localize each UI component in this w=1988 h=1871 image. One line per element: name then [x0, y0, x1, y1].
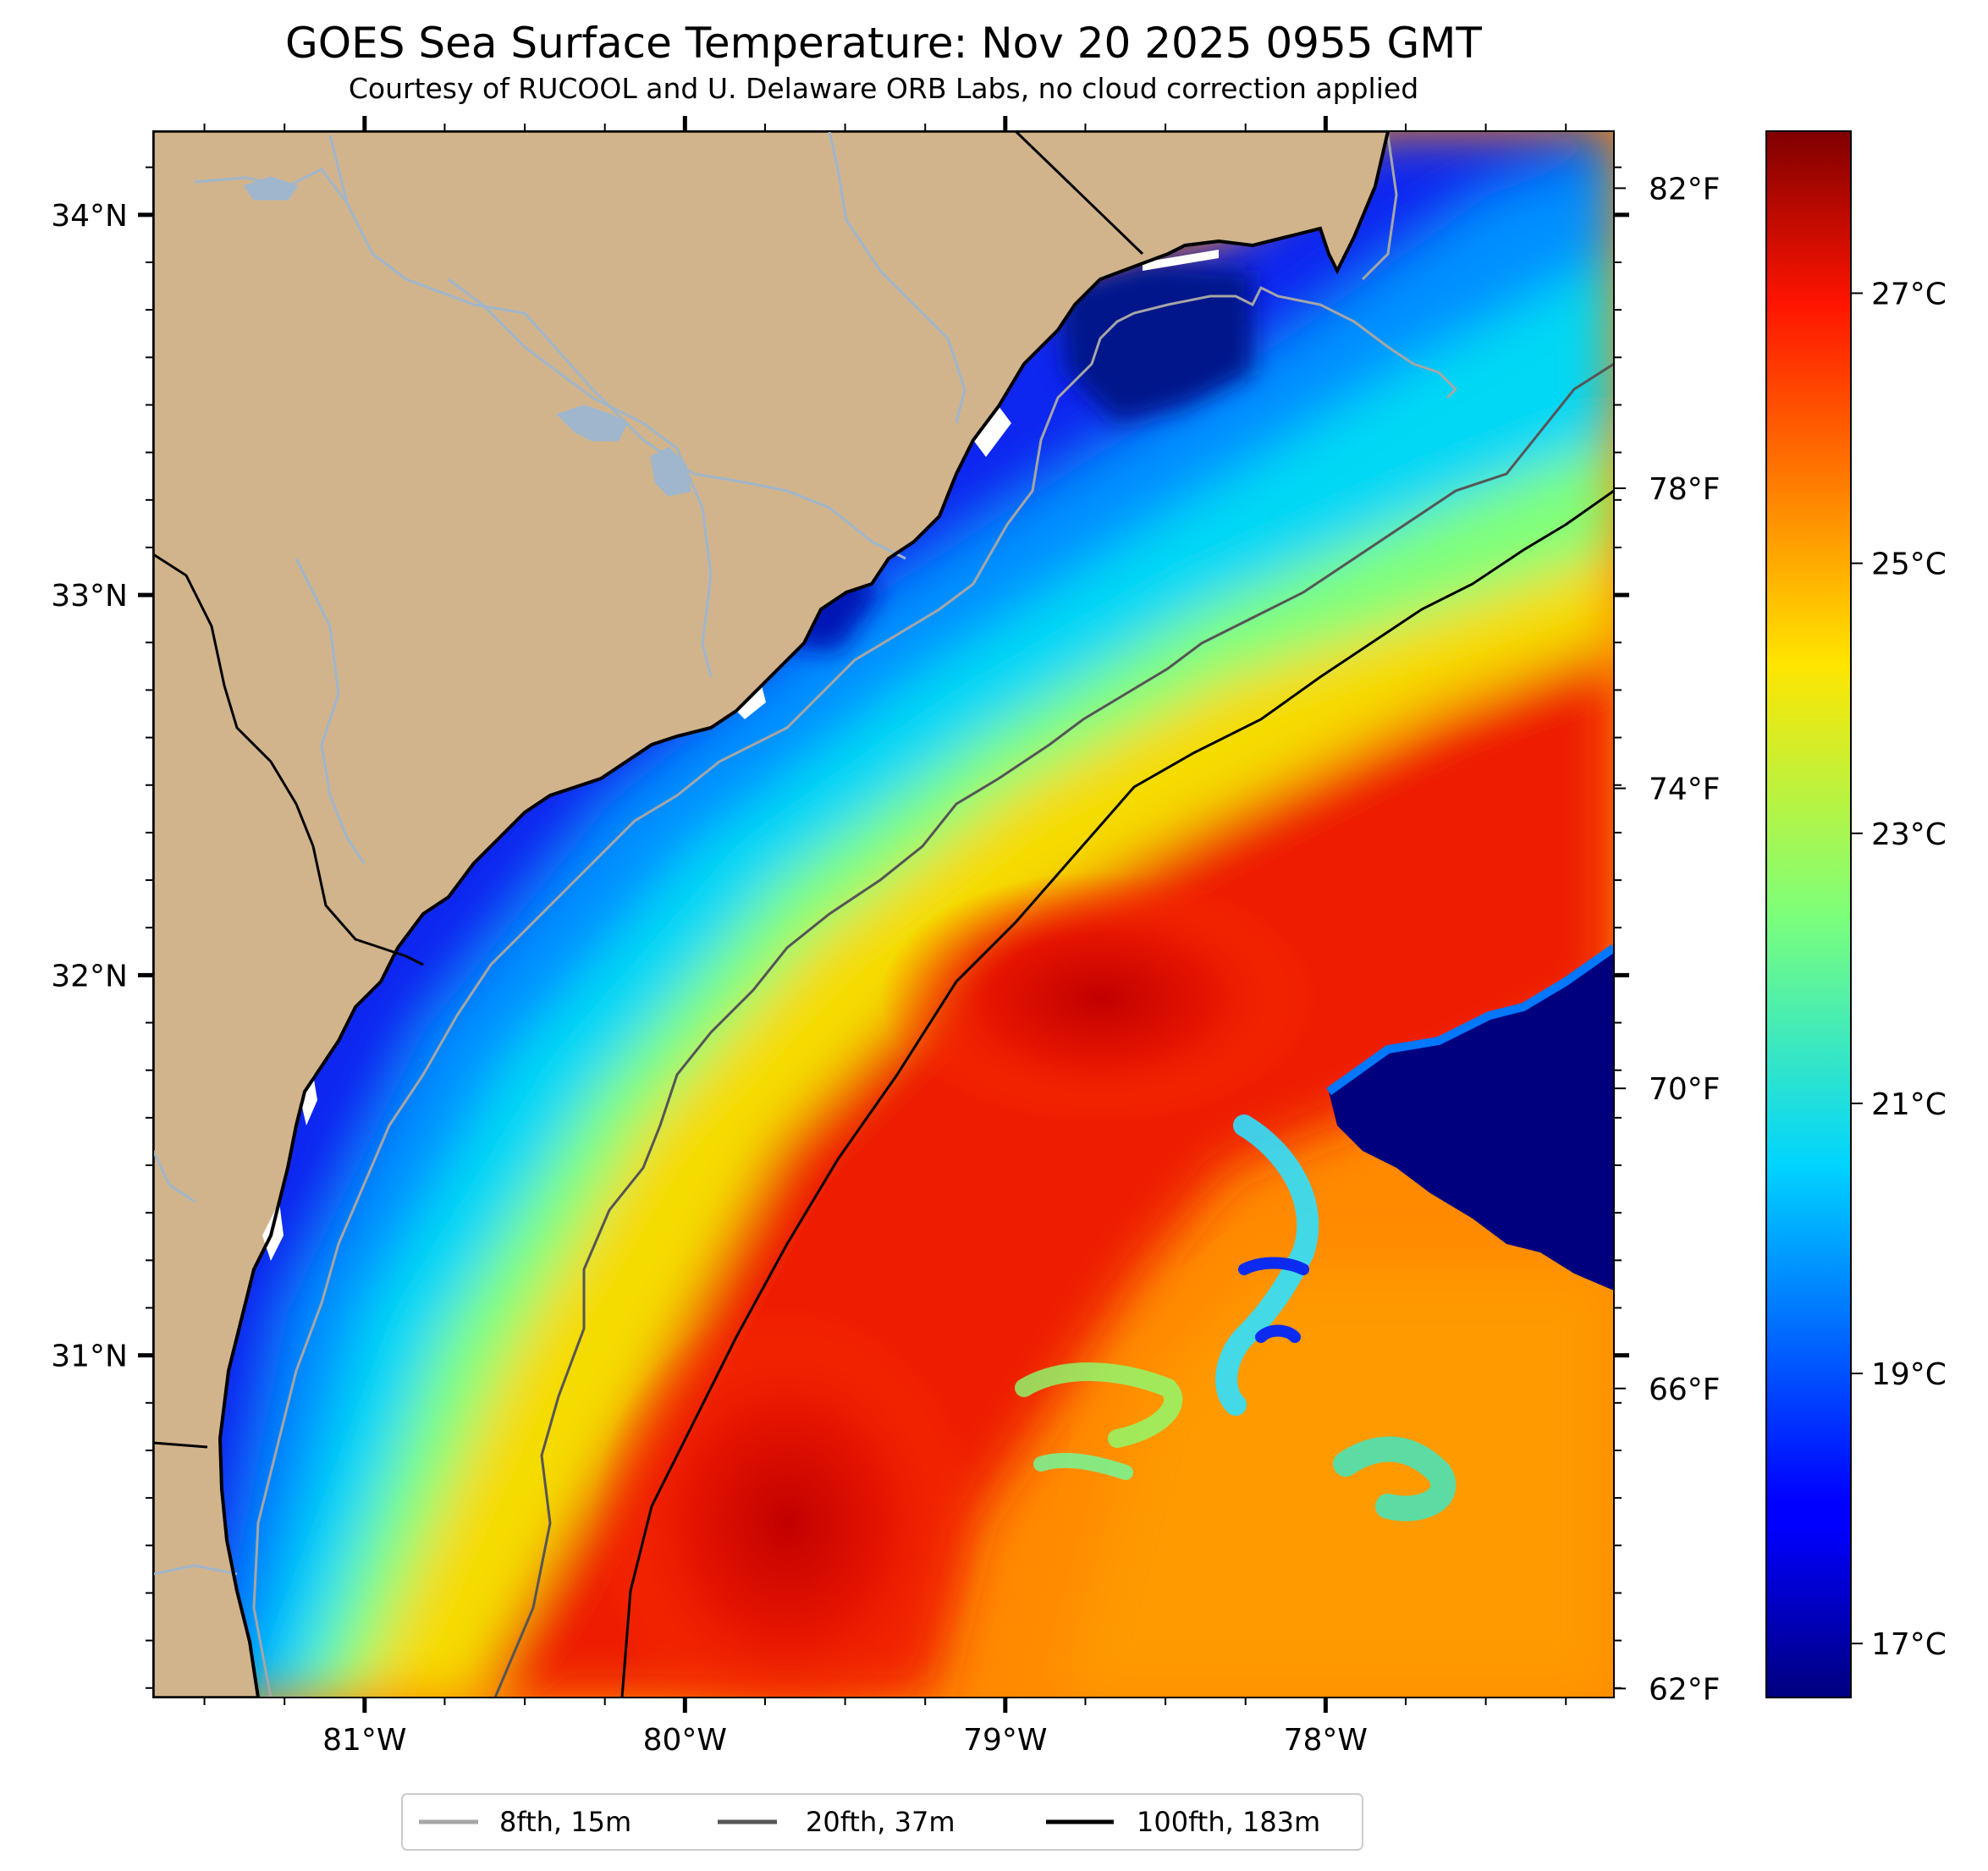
legend-label-100fth: 100fth, 183m — [1137, 1806, 1320, 1838]
colorbar-gradient — [1765, 130, 1852, 1698]
river-southwest — [153, 1150, 238, 1576]
state-borders — [153, 131, 1144, 1449]
map-panel — [153, 131, 1614, 1698]
isobath-8fth — [252, 135, 1458, 1698]
sst-filament-south — [1033, 1452, 1133, 1480]
latitude-ticks: 34°N 33°N 32°N 31°N — [51, 166, 1629, 1689]
sst-offshore-warm — [1058, 1269, 1614, 1698]
legend-label-20fth: 20fth, 37m — [806, 1806, 955, 1838]
lon-tick-label: 81°W — [322, 1723, 406, 1758]
sst-cyan-band — [254, 254, 1614, 1698]
sst-green-band — [305, 440, 1614, 1698]
isobath-legend: 8fth, 15m 20fth, 37m 100fth, 183m — [401, 1793, 1363, 1851]
lat-tick-label: 32°N — [51, 959, 128, 993]
longitude-ticks: 81°W 80°W 79°W 78°W — [203, 116, 1567, 1758]
colorbar-celsius-ticks: 17°C 19°C 21°C 23°C 25°C 27°C — [1851, 277, 1947, 1662]
celsius-tick-label: 25°C — [1871, 548, 1947, 582]
sst-navy-nearshore-north — [1058, 262, 1253, 423]
river-lake-2 — [650, 447, 691, 497]
celsius-tick-label: 23°C — [1871, 817, 1947, 852]
sst-warm-core-south — [592, 1303, 982, 1698]
coastline — [218, 131, 1390, 1698]
celsius-tick-label: 19°C — [1871, 1357, 1947, 1392]
border-sc-ga — [153, 553, 424, 966]
colorbar: 17°C 19°C 21°C 23°C 25°C 27°C 62°F 66°F 70°F 74°… — [1614, 130, 1947, 1707]
celsius-tick-label: 27°C — [1871, 277, 1947, 311]
isobath-100fth — [620, 489, 1614, 1698]
celsius-tick-label: 17°C — [1871, 1627, 1947, 1662]
fahrenheit-tick-label: 78°F — [1649, 472, 1721, 507]
river-lake — [556, 404, 629, 442]
sst-yellow-band — [355, 550, 1614, 1698]
lon-tick-label: 80°W — [643, 1723, 727, 1758]
border-nc-sc — [1014, 131, 1144, 256]
figure-title: GOES Sea Surface Temperature: Nov 20 202… — [285, 19, 1482, 68]
fahrenheit-tick-label: 70°F — [1649, 1072, 1721, 1107]
colorbar-fahrenheit-ticks: 62°F 66°F 70°F 74°F 78°F 82°F — [1614, 172, 1721, 1707]
celsius-tick-label: 21°C — [1871, 1087, 1947, 1122]
river-southwest-2 — [295, 558, 366, 864]
sst-lightblue-band — [212, 152, 1614, 1698]
sst-eddy-edge — [1326, 944, 1614, 1096]
sst-filament-east — [1333, 1436, 1457, 1522]
sst-filament-west — [1015, 1362, 1183, 1448]
fahrenheit-tick-label: 62°F — [1649, 1672, 1721, 1707]
sst-warm-core-mid — [880, 872, 1320, 1125]
lon-tick-label: 79°W — [963, 1723, 1047, 1758]
lat-tick-label: 33°N — [51, 579, 128, 614]
fahrenheit-tick-label: 74°F — [1649, 773, 1721, 807]
rivers — [153, 131, 966, 1576]
sst-filament-main — [1215, 1114, 1319, 1416]
legend-label-8fth: 8fth, 15m — [499, 1806, 631, 1838]
isobaths — [252, 135, 1614, 1698]
fahrenheit-tick-label: 66°F — [1649, 1373, 1721, 1407]
fahrenheit-tick-label: 82°F — [1649, 172, 1721, 206]
river-upper-east — [828, 131, 966, 424]
river-lake-3 — [243, 176, 299, 201]
sst-offshore-cold-eddy — [1329, 948, 1614, 1290]
sst-filament-blue — [1238, 1257, 1309, 1343]
figure-subtitle: Courtesy of RUCOOL and U. Delaware ORB L… — [349, 72, 1418, 105]
sst-cool-filaments — [1015, 1114, 1457, 1522]
lat-tick-label: 34°N — [51, 199, 128, 234]
border-ga-fl — [153, 1441, 208, 1449]
lon-tick-label: 78°W — [1284, 1723, 1368, 1758]
lat-tick-label: 31°N — [51, 1340, 128, 1374]
legend-box — [401, 1793, 1363, 1851]
river-mid — [328, 135, 713, 678]
river-north — [194, 168, 906, 560]
isobath-20fth — [493, 362, 1614, 1698]
map-frame — [152, 130, 1615, 1698]
